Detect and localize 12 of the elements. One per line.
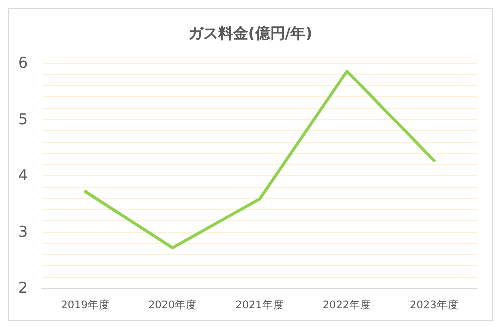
line-series	[84, 70, 436, 250]
chart-title: ガス料金(億円/年)	[188, 24, 313, 42]
x-tick-label: 2022年度	[322, 298, 372, 312]
y-tick-label: 6	[18, 54, 28, 72]
y-tick-label: 5	[18, 110, 28, 128]
y-tick-label: 2	[18, 279, 28, 297]
x-tick-label: 2023年度	[410, 298, 459, 312]
y-tick-label: 3	[18, 222, 28, 241]
x-tick-label: 2019年度	[61, 298, 110, 312]
x-tick-label: 2021年度	[236, 298, 284, 312]
y-tick-label: 4	[18, 166, 28, 184]
x-tick-label: 2020年度	[148, 298, 198, 312]
